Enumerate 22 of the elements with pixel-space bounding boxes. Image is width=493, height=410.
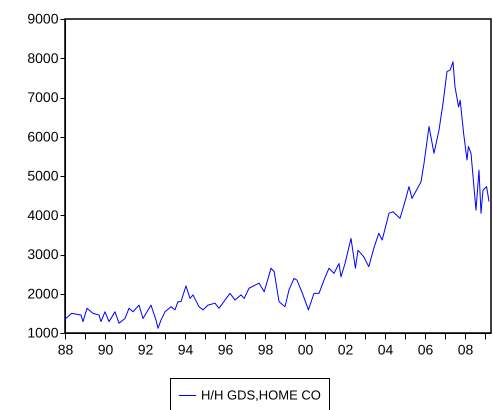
y-tick-label: 7000 bbox=[27, 89, 59, 105]
legend-label: H/H GDS,HOME CO bbox=[201, 388, 321, 402]
x-tick-label: 04 bbox=[378, 342, 394, 358]
x-tick-label: 06 bbox=[418, 342, 434, 358]
x-tick-label: 08 bbox=[458, 342, 474, 358]
line-series bbox=[64, 61, 490, 329]
x-tick-label: 00 bbox=[298, 342, 314, 358]
y-tick-label: 1000 bbox=[27, 324, 59, 340]
y-tick-label: 9000 bbox=[27, 10, 59, 26]
x-tick-label: 96 bbox=[218, 342, 234, 358]
y-tick-label: 8000 bbox=[27, 50, 59, 66]
x-tick-label: 02 bbox=[338, 342, 354, 358]
y-tick-label: 3000 bbox=[27, 246, 59, 262]
x-tick-label: 98 bbox=[258, 342, 274, 358]
x-tick-label: 88 bbox=[58, 342, 74, 358]
y-tick-label: 4000 bbox=[27, 206, 59, 223]
x-tick-label: 90 bbox=[98, 342, 114, 358]
y-tick-label: 6000 bbox=[27, 128, 59, 144]
x-tick-label: 92 bbox=[138, 342, 154, 358]
x-tick-label: 94 bbox=[178, 342, 194, 358]
y-tick-label: 2000 bbox=[27, 285, 59, 302]
y-tick-label: 5000 bbox=[27, 168, 59, 184]
